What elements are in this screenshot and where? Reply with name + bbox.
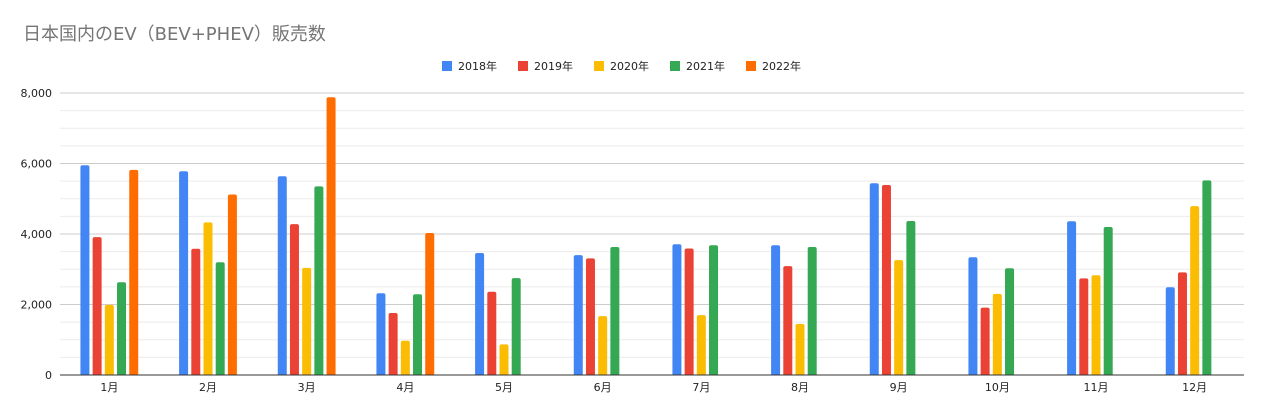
bar-2020年-1月 — [104, 304, 114, 375]
y-tick-label: 6,000 — [21, 158, 53, 171]
bar-2021年-4月 — [413, 294, 423, 375]
bar-2020年-5月 — [499, 344, 509, 375]
chart-title: 日本国内のEV（BEV+PHEV）販売数 — [23, 24, 326, 45]
bar-2021年-9月 — [906, 220, 916, 375]
legend-label: 2022年 — [762, 59, 801, 73]
legend-swatch — [518, 61, 528, 71]
bar-2018年-7月 — [672, 244, 682, 375]
legend-label: 2019年 — [534, 59, 573, 73]
bar-2021年-1月 — [117, 282, 127, 375]
legend-swatch — [670, 61, 680, 71]
x-tick-label: 8月 — [791, 381, 809, 394]
bar-2019年-1月 — [92, 237, 102, 375]
bar-2020年-4月 — [400, 340, 410, 375]
bar-2021年-2月 — [215, 262, 225, 375]
x-tick-label: 2月 — [199, 381, 217, 394]
y-axis-tick-labels: 0 2,000 4,000 6,000 8,000 — [21, 87, 53, 382]
y-tick-label: 4,000 — [21, 228, 53, 241]
x-tick-label: 9月 — [890, 381, 908, 394]
y-tick-label: 8,000 — [21, 87, 53, 100]
bar-2021年-5月 — [511, 278, 521, 375]
x-tick-label: 7月 — [692, 381, 710, 394]
bar-2019年-5月 — [487, 291, 497, 375]
bar-2019年-4月 — [388, 312, 398, 375]
gridlines — [60, 92, 1244, 358]
bar-2018年-1月 — [80, 165, 90, 375]
y-tick-label: 2,000 — [21, 299, 53, 312]
x-tick-label: 12月 — [1182, 381, 1207, 394]
bar-2018年-4月 — [376, 293, 386, 375]
bar-2019年-7月 — [684, 248, 694, 375]
bar-2018年-11月 — [1067, 221, 1077, 375]
bar-2019年-8月 — [783, 266, 793, 375]
bar-2020年-6月 — [598, 316, 608, 375]
bar-2018年-5月 — [475, 253, 485, 375]
bar-2020年-7月 — [696, 315, 706, 375]
y-tick-label: 0 — [45, 369, 52, 382]
bar-2019年-2月 — [191, 248, 201, 375]
x-axis-tick-labels: 1月 2月 3月 4月 5月 6月 7月 8月 9月 10月 11月 12月 — [100, 381, 1207, 394]
legend-swatch — [442, 61, 452, 71]
x-tick-label: 10月 — [985, 381, 1010, 394]
bar-2021年-7月 — [709, 245, 719, 375]
bar-2018年-10月 — [968, 257, 978, 375]
bar-2020年-12月 — [1190, 206, 1200, 375]
legend-label: 2021年 — [686, 59, 725, 73]
bar-2019年-6月 — [585, 258, 595, 375]
bar-2020年-2月 — [203, 222, 213, 375]
legend-label: 2018年 — [458, 59, 497, 73]
legend-swatch — [594, 61, 604, 71]
bar-2022年-3月 — [326, 97, 336, 375]
bar-2020年-8月 — [795, 323, 805, 375]
bar-2021年-11月 — [1103, 226, 1113, 375]
x-tick-label: 5月 — [495, 381, 513, 394]
bar-2020年-10月 — [992, 293, 1002, 375]
legend-swatch — [746, 61, 756, 71]
bar-2019年-11月 — [1079, 278, 1089, 375]
bar-2020年-9月 — [894, 260, 904, 375]
bar-2022年-1月 — [129, 169, 139, 375]
bar-2018年-9月 — [869, 183, 879, 375]
bar-2019年-3月 — [289, 224, 299, 375]
bar-2021年-6月 — [610, 247, 620, 375]
bar-2022年-2月 — [227, 194, 237, 375]
bar-2018年-8月 — [771, 245, 781, 375]
bar-2021年-10月 — [1005, 268, 1015, 375]
bar-2018年-12月 — [1165, 287, 1175, 375]
bar-2021年-3月 — [314, 186, 324, 375]
bar-2019年-10月 — [980, 307, 990, 375]
x-tick-label: 6月 — [594, 381, 612, 394]
bar-2019年-9月 — [881, 185, 891, 375]
legend-label: 2020年 — [610, 59, 649, 73]
bar-2022年-4月 — [425, 232, 435, 375]
bar-2018年-2月 — [179, 171, 189, 375]
bar-2021年-12月 — [1202, 180, 1212, 375]
bar-2020年-3月 — [302, 267, 312, 375]
bar-2018年-3月 — [277, 176, 287, 375]
bar-2018年-6月 — [573, 255, 583, 375]
legend: 2018年 2019年 2020年 2021年 2022年 — [442, 59, 801, 73]
x-tick-label: 11月 — [1084, 381, 1109, 394]
x-tick-label: 4月 — [396, 381, 414, 394]
bars — [80, 97, 1212, 375]
bar-2020年-11月 — [1091, 275, 1101, 375]
x-tick-label: 1月 — [100, 381, 118, 394]
bar-2021年-8月 — [807, 247, 817, 375]
x-tick-label: 3月 — [298, 381, 316, 394]
bar-2019年-12月 — [1177, 272, 1187, 375]
